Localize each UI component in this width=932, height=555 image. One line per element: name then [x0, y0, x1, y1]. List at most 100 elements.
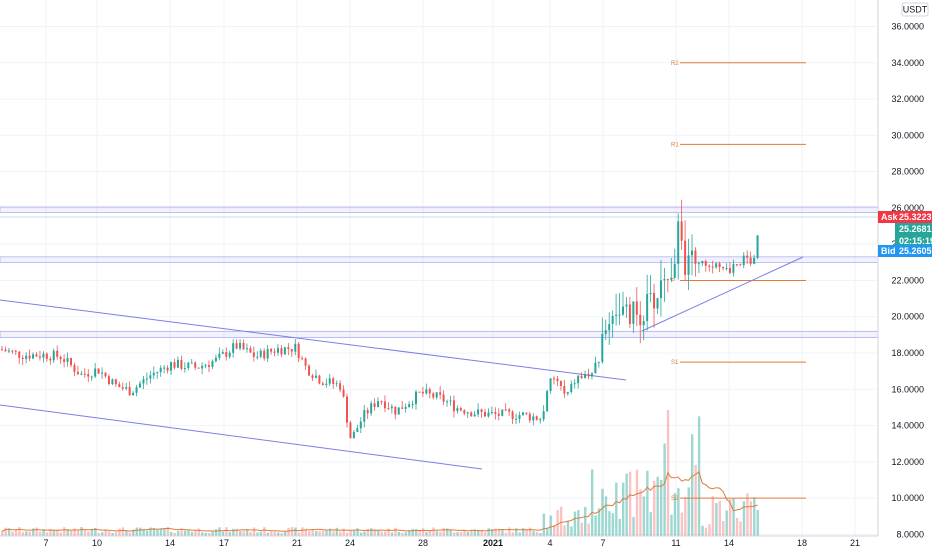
candle-body[interactable]: [187, 362, 190, 369]
candle-body[interactable]: [528, 413, 531, 421]
candle-body[interactable]: [159, 367, 162, 373]
candle-body[interactable]: [584, 374, 587, 378]
candle-body[interactable]: [308, 365, 311, 376]
candle-body[interactable]: [318, 375, 321, 384]
candle-body[interactable]: [480, 409, 483, 412]
candle-body[interactable]: [190, 362, 193, 364]
candle-body[interactable]: [76, 371, 79, 375]
candle-body[interactable]: [563, 385, 566, 394]
candle-body[interactable]: [653, 293, 656, 309]
candle-body[interactable]: [346, 396, 348, 423]
candle-body[interactable]: [449, 400, 452, 402]
candle-body[interactable]: [484, 411, 486, 417]
candle-body[interactable]: [32, 354, 35, 359]
candle-body[interactable]: [435, 392, 438, 398]
candle-body[interactable]: [297, 343, 300, 359]
candle-body[interactable]: [56, 350, 59, 357]
candle-body[interactable]: [45, 353, 48, 359]
candle-body[interactable]: [622, 306, 624, 315]
candle-body[interactable]: [152, 372, 155, 376]
candle-body[interactable]: [38, 356, 41, 358]
candle-body[interactable]: [294, 343, 297, 352]
candle-body[interactable]: [666, 278, 669, 280]
candle-body[interactable]: [746, 255, 749, 258]
candle-body[interactable]: [542, 411, 545, 420]
candle-body[interactable]: [232, 343, 235, 353]
candle-body[interactable]: [314, 375, 317, 378]
candle-body[interactable]: [587, 374, 590, 377]
candle-body[interactable]: [214, 357, 217, 362]
candle-body[interactable]: [625, 304, 628, 307]
candle-body[interactable]: [176, 359, 179, 368]
candle-body[interactable]: [111, 379, 114, 385]
candle-body[interactable]: [415, 391, 417, 405]
candle-body[interactable]: [459, 408, 462, 411]
candle-body[interactable]: [456, 408, 459, 412]
candle-body[interactable]: [194, 362, 197, 368]
candle-body[interactable]: [145, 378, 148, 380]
candle-body[interactable]: [132, 392, 135, 396]
candle-body[interactable]: [280, 348, 283, 355]
candle-body[interactable]: [618, 314, 621, 316]
candle-body[interactable]: [135, 387, 138, 393]
candle-body[interactable]: [442, 394, 445, 402]
candle-body[interactable]: [725, 267, 728, 269]
candle-body[interactable]: [494, 412, 497, 414]
candle-body[interactable]: [156, 372, 159, 374]
candle-body[interactable]: [608, 324, 611, 331]
candle-body[interactable]: [101, 372, 104, 374]
candle-body[interactable]: [252, 352, 255, 357]
candle-body[interactable]: [497, 413, 500, 416]
candle-body[interactable]: [590, 373, 593, 377]
candle-body[interactable]: [7, 350, 10, 352]
candle-body[interactable]: [311, 375, 314, 378]
time-axis[interactable]: 7 10 14 17 21 24 28 2021 4 7 11 14 18 21: [0, 535, 878, 548]
candle-body[interactable]: [218, 353, 221, 358]
candle-body[interactable]: [615, 314, 618, 317]
candle-body[interactable]: [701, 261, 704, 264]
candle-body[interactable]: [180, 359, 183, 369]
candle-body[interactable]: [753, 257, 756, 264]
candle-body[interactable]: [466, 412, 469, 414]
candle-body[interactable]: [221, 352, 224, 354]
candle-body[interactable]: [704, 261, 707, 266]
candle-body[interactable]: [639, 314, 642, 326]
candle-body[interactable]: [35, 354, 38, 357]
candle-body[interactable]: [59, 356, 62, 360]
candle-body[interactable]: [446, 401, 449, 403]
candle-body[interactable]: [273, 351, 276, 353]
candle-body[interactable]: [259, 350, 262, 357]
candle-body[interactable]: [356, 428, 359, 432]
candle-body[interactable]: [242, 342, 245, 350]
candle-body[interactable]: [21, 357, 24, 359]
candle-body[interactable]: [722, 267, 725, 269]
candle-body[interactable]: [201, 365, 204, 369]
candle-body[interactable]: [521, 412, 524, 416]
candle-body[interactable]: [28, 355, 31, 359]
candle-body[interactable]: [611, 316, 614, 325]
candle-body[interactable]: [80, 373, 83, 375]
candle-body[interactable]: [328, 378, 331, 384]
candle-body[interactable]: [14, 350, 17, 352]
candle-body[interactable]: [490, 412, 493, 414]
candle-body[interactable]: [166, 367, 169, 371]
candle-body[interactable]: [501, 409, 504, 416]
rising-support-trendline[interactable]: [641, 256, 804, 332]
candle-body[interactable]: [52, 350, 55, 361]
candle-body[interactable]: [659, 280, 662, 299]
candle-body[interactable]: [211, 361, 214, 367]
candle-body[interactable]: [342, 389, 345, 397]
candle-body[interactable]: [225, 352, 228, 357]
candle-body[interactable]: [580, 375, 583, 378]
candle-body[interactable]: [366, 410, 369, 414]
candle-body[interactable]: [183, 368, 186, 370]
candle-body[interactable]: [263, 350, 266, 359]
candle-body[interactable]: [732, 264, 735, 273]
candle-body[interactable]: [532, 416, 535, 421]
candle-body[interactable]: [90, 376, 93, 378]
candle-body[interactable]: [556, 378, 559, 382]
candle-body[interactable]: [149, 375, 152, 379]
candle-body[interactable]: [535, 416, 538, 420]
candle-body[interactable]: [432, 393, 435, 398]
candle-body[interactable]: [687, 255, 690, 275]
